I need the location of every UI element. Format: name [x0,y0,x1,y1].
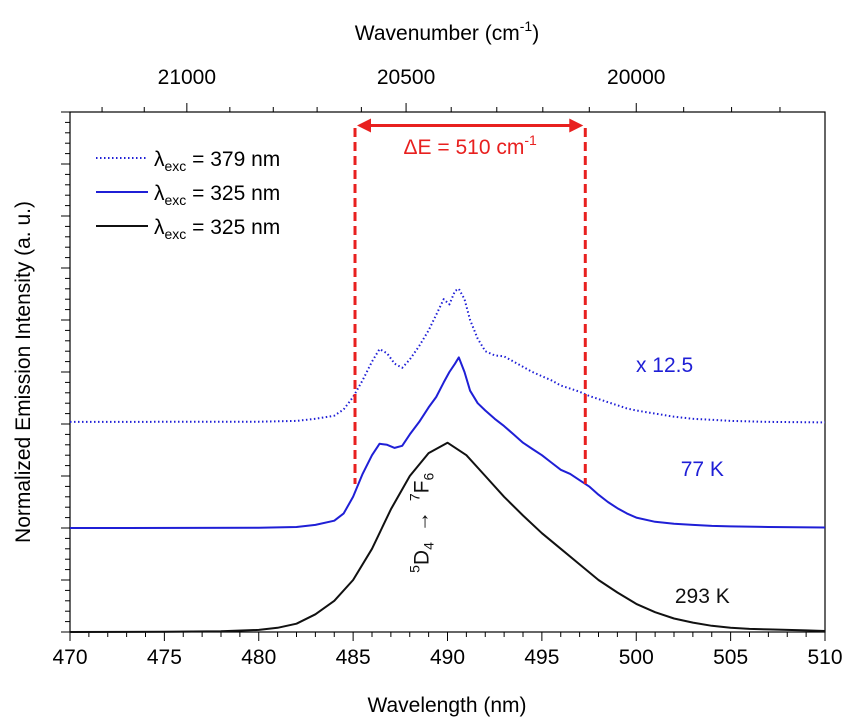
x-tick-label: 490 [430,646,465,669]
x-tick-label: 470 [52,646,87,669]
top-axis-ticks: 21000 20500 20000 [101,66,781,112]
plot-frame [69,111,826,633]
top-tick-label: 20500 [377,66,435,89]
x-tick-label: 510 [807,646,842,669]
series-layer [69,287,826,633]
legend: λexc = 379 nm λexc = 325 nm λexc = 325 n… [96,148,280,242]
top-axis-label: Wavenumber (cm-1) [355,18,539,45]
x-tick-label: 475 [147,646,182,669]
x-axis-label: Wavelength (nm) [367,694,526,717]
delta-e-label: ΔE = 510 cm-1 [404,132,538,159]
series-line-solid-blue [69,356,826,529]
x-tick-label: 485 [336,646,371,669]
scale-factor-label: x 12.5 [636,354,693,377]
annotation-layer [353,118,587,484]
series-line-dotted-blue [69,287,826,424]
delta-e-arrow-right-head [569,118,584,133]
legend-label-2: λexc = 325 nm [154,182,280,208]
y-axis-label: Normalized Emission Intensity (a. u.) [12,201,35,543]
temperature-label-77k: 77 K [681,458,724,481]
x-axis-ticks: 470 475 480 485 490 495 500 505 510 [52,632,843,669]
legend-label-3: λexc = 325 nm [154,216,280,242]
temperature-label-293k: 293 K [675,585,730,608]
x-tick-label: 480 [241,646,276,669]
legend-label-1: λexc = 379 nm [154,148,280,174]
top-tick-label: 21000 [158,66,216,89]
x-tick-label: 505 [713,646,748,669]
transition-label: 5D4→7F6 [407,473,437,573]
x-tick-label: 495 [524,646,559,669]
top-tick-label: 20000 [607,66,665,89]
y-axis-ticks [61,111,70,633]
series-line-solid-black [69,441,826,633]
delta-e-arrow-left-head [357,118,372,133]
x-tick-label: 500 [619,646,654,669]
